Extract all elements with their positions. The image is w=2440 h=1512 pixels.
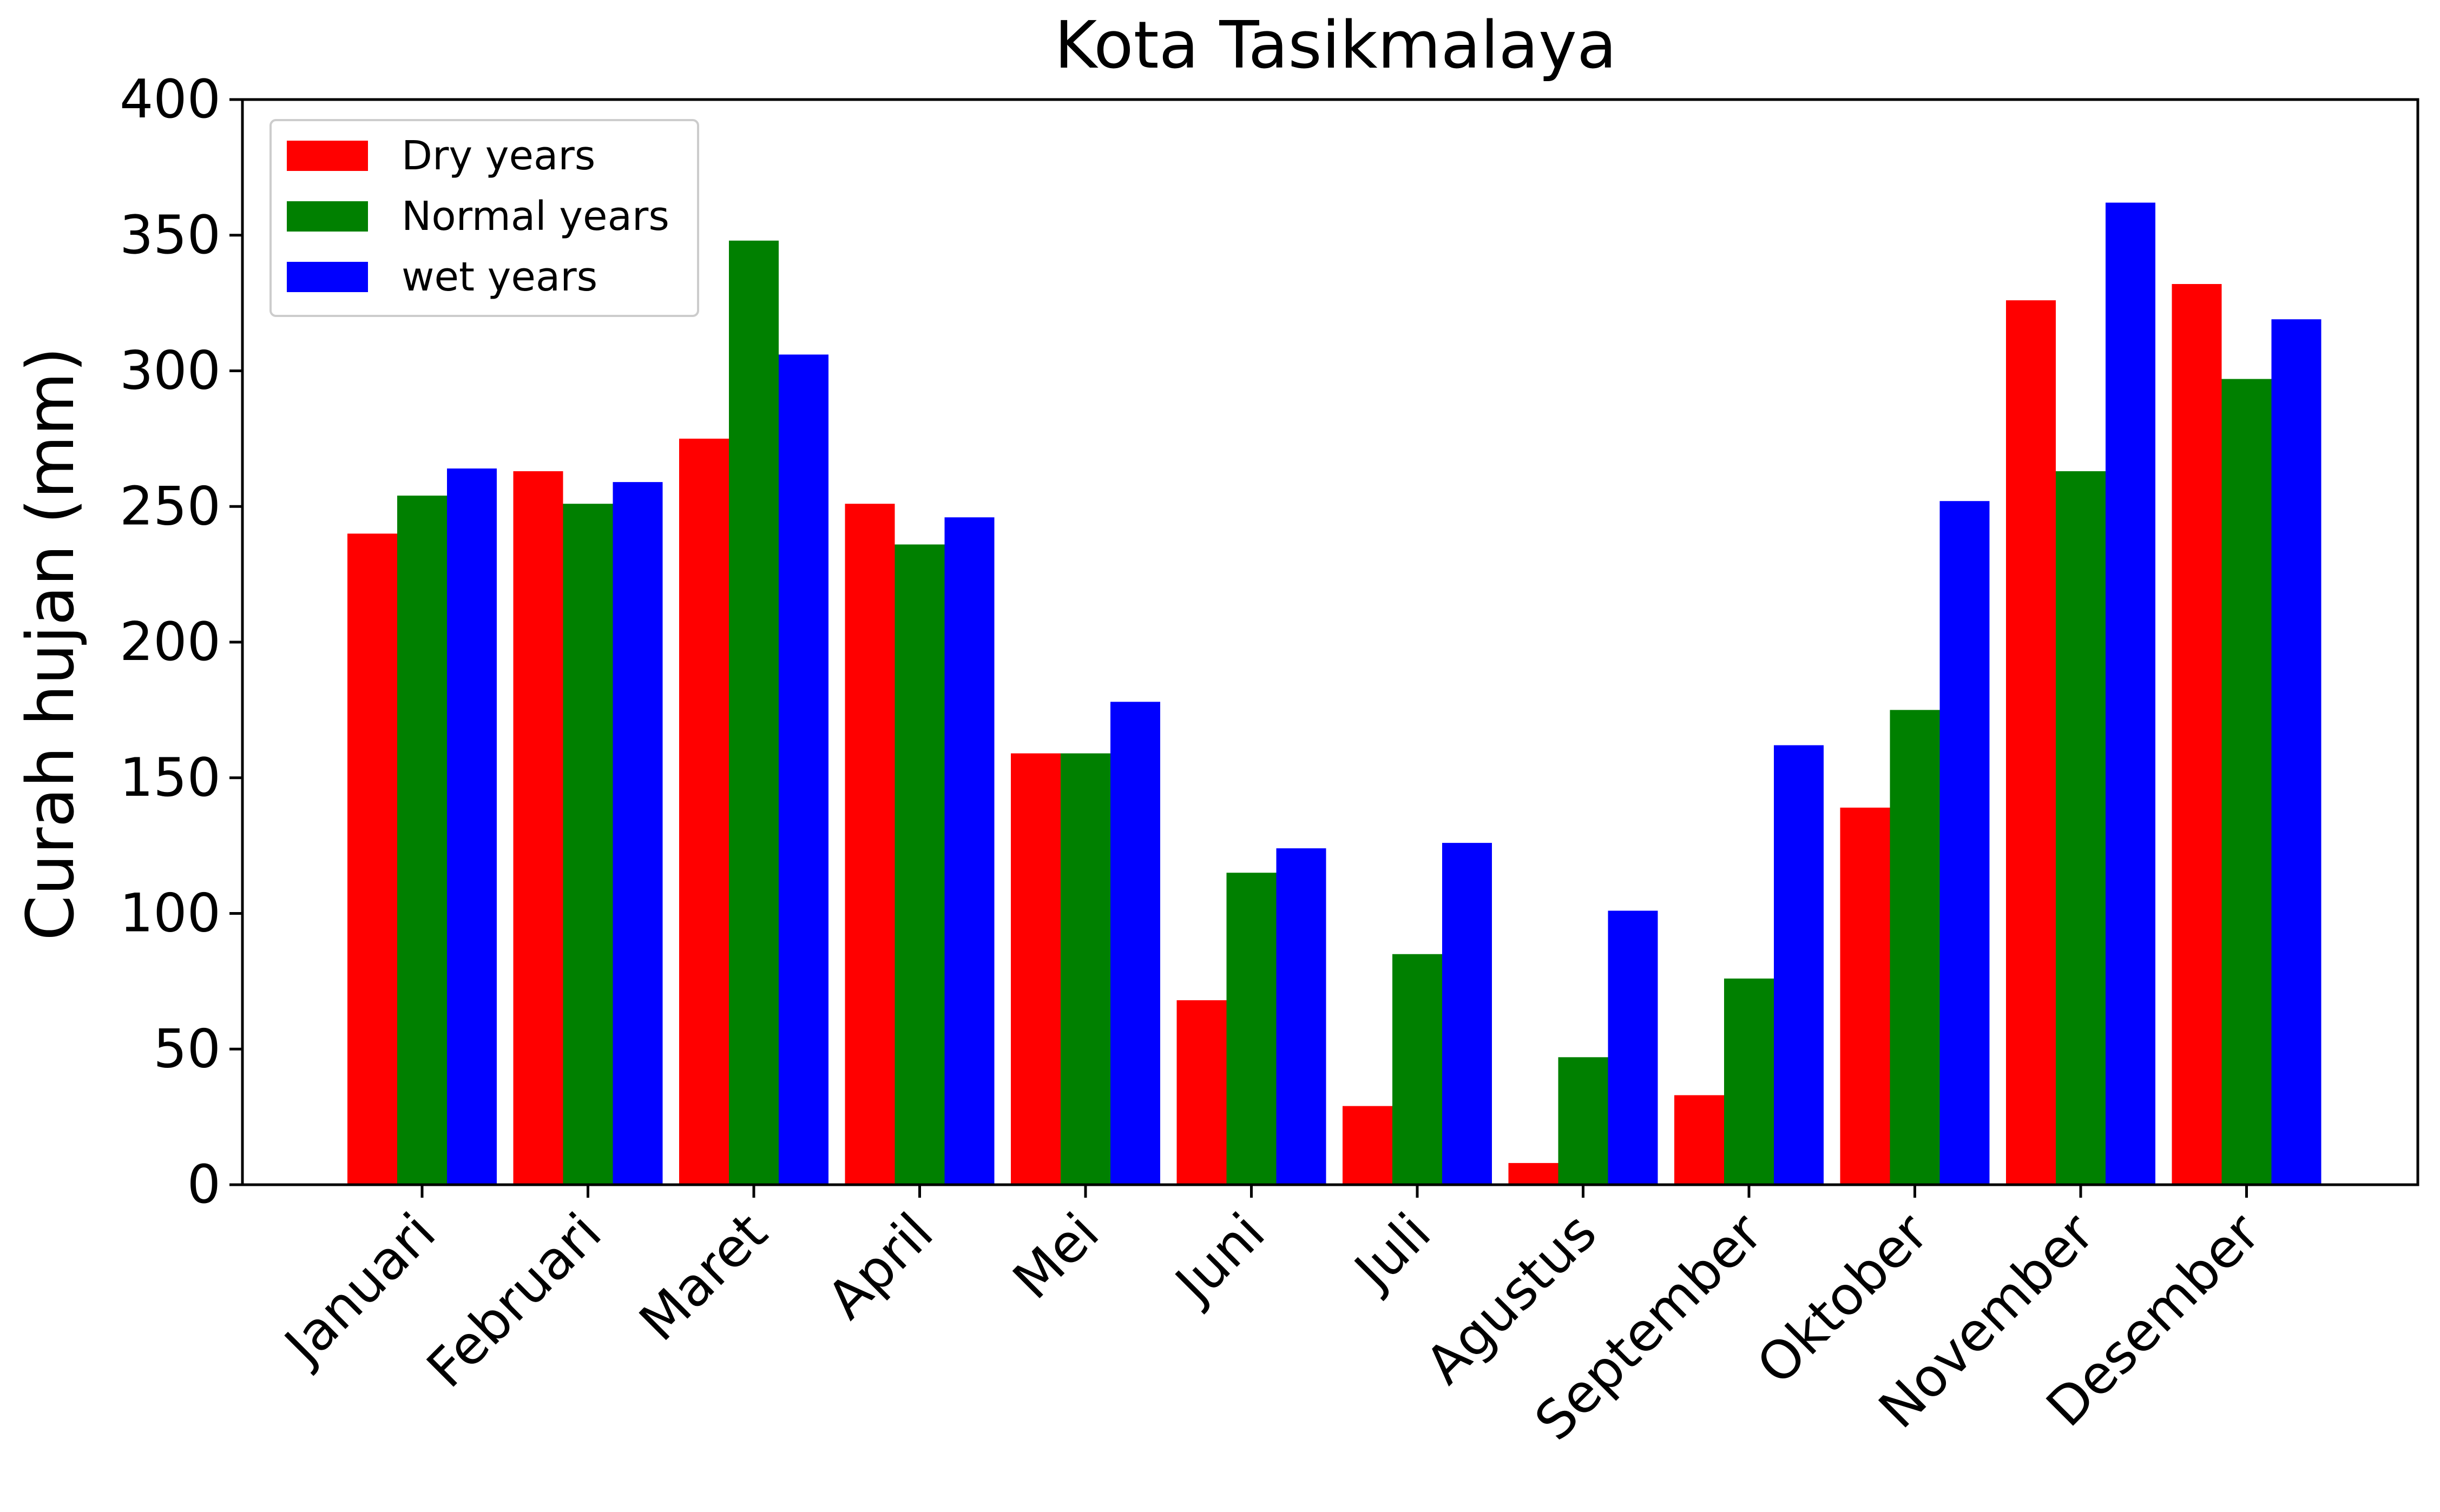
plot-frame xyxy=(241,98,2419,1186)
bar-dry-years-juni xyxy=(1176,1000,1227,1185)
legend-label: Dry years xyxy=(402,133,595,179)
legend-swatch xyxy=(287,141,368,171)
bar-dry-years-januari xyxy=(347,533,397,1185)
bar-wet-years-september xyxy=(1774,745,1824,1185)
bar-wet-years-januari xyxy=(447,468,497,1185)
y-tick-label: 200 xyxy=(120,611,221,673)
bar-normal-years-mei xyxy=(1061,753,1110,1185)
legend: Dry years Normal years wet years xyxy=(269,119,699,317)
bar-normal-years-agustus xyxy=(1558,1057,1608,1185)
bar-wet-years-desember xyxy=(2271,319,2321,1185)
bar-dry-years-november xyxy=(2006,300,2056,1185)
bar-normal-years-juni xyxy=(1226,873,1277,1185)
bar-wet-years-juni xyxy=(1276,848,1326,1185)
y-tick-label: 350 xyxy=(120,204,221,266)
bar-dry-years-desember xyxy=(2172,284,2222,1185)
bar-normal-years-november xyxy=(2056,471,2106,1185)
y-tick-label: 300 xyxy=(120,340,221,402)
bar-wet-years-agustus xyxy=(1608,910,1658,1185)
chart-title: Kota Tasikmalaya xyxy=(1054,8,1616,83)
bar-wet-years-juli xyxy=(1442,843,1492,1185)
y-tick-label: 250 xyxy=(120,476,221,537)
bar-dry-years-agustus xyxy=(1508,1163,1558,1185)
bar-dry-years-september xyxy=(1674,1095,1724,1185)
bar-normal-years-januari xyxy=(397,496,447,1185)
bar-normal-years-september xyxy=(1724,978,1774,1185)
bars-group xyxy=(347,202,2321,1185)
bar-dry-years-juli xyxy=(1343,1106,1392,1185)
legend-swatch xyxy=(287,262,368,292)
legend-label: Normal years xyxy=(402,193,669,240)
y-tick-label: 0 xyxy=(187,1154,221,1216)
legend-label: wet years xyxy=(402,254,597,300)
bar-normal-years-oktober xyxy=(1890,710,1940,1185)
bar-normal-years-februari xyxy=(563,504,613,1185)
bar-normal-years-maret xyxy=(729,240,779,1185)
bar-wet-years-april xyxy=(944,517,995,1185)
y-axis: 0 50 100 150 200 250 300 350 400 xyxy=(120,69,242,1216)
legend-box xyxy=(269,119,699,317)
bar-normal-years-april xyxy=(895,544,945,1185)
bar-wet-years-februari xyxy=(613,482,663,1185)
bar-dry-years-mei xyxy=(1011,753,1061,1185)
bar-dry-years-april xyxy=(845,504,895,1185)
y-tick-label: 400 xyxy=(120,69,221,130)
bar-wet-years-maret xyxy=(779,354,828,1185)
bar-dry-years-maret xyxy=(679,438,729,1185)
bar-wet-years-mei xyxy=(1110,702,1160,1185)
bar-dry-years-oktober xyxy=(1840,807,1890,1185)
y-tick-label: 50 xyxy=(153,1018,221,1080)
bar-wet-years-oktober xyxy=(1939,501,1990,1185)
bar-wet-years-november xyxy=(2106,202,2155,1185)
bar-normal-years-desember xyxy=(2221,379,2272,1185)
y-tick-label: 100 xyxy=(120,883,221,945)
legend-swatch xyxy=(287,201,368,232)
y-axis-label: Curah hujan (mm) xyxy=(14,347,89,941)
bar-normal-years-juli xyxy=(1392,954,1442,1185)
y-tick-label: 150 xyxy=(120,747,221,809)
bar-dry-years-februari xyxy=(513,471,563,1185)
